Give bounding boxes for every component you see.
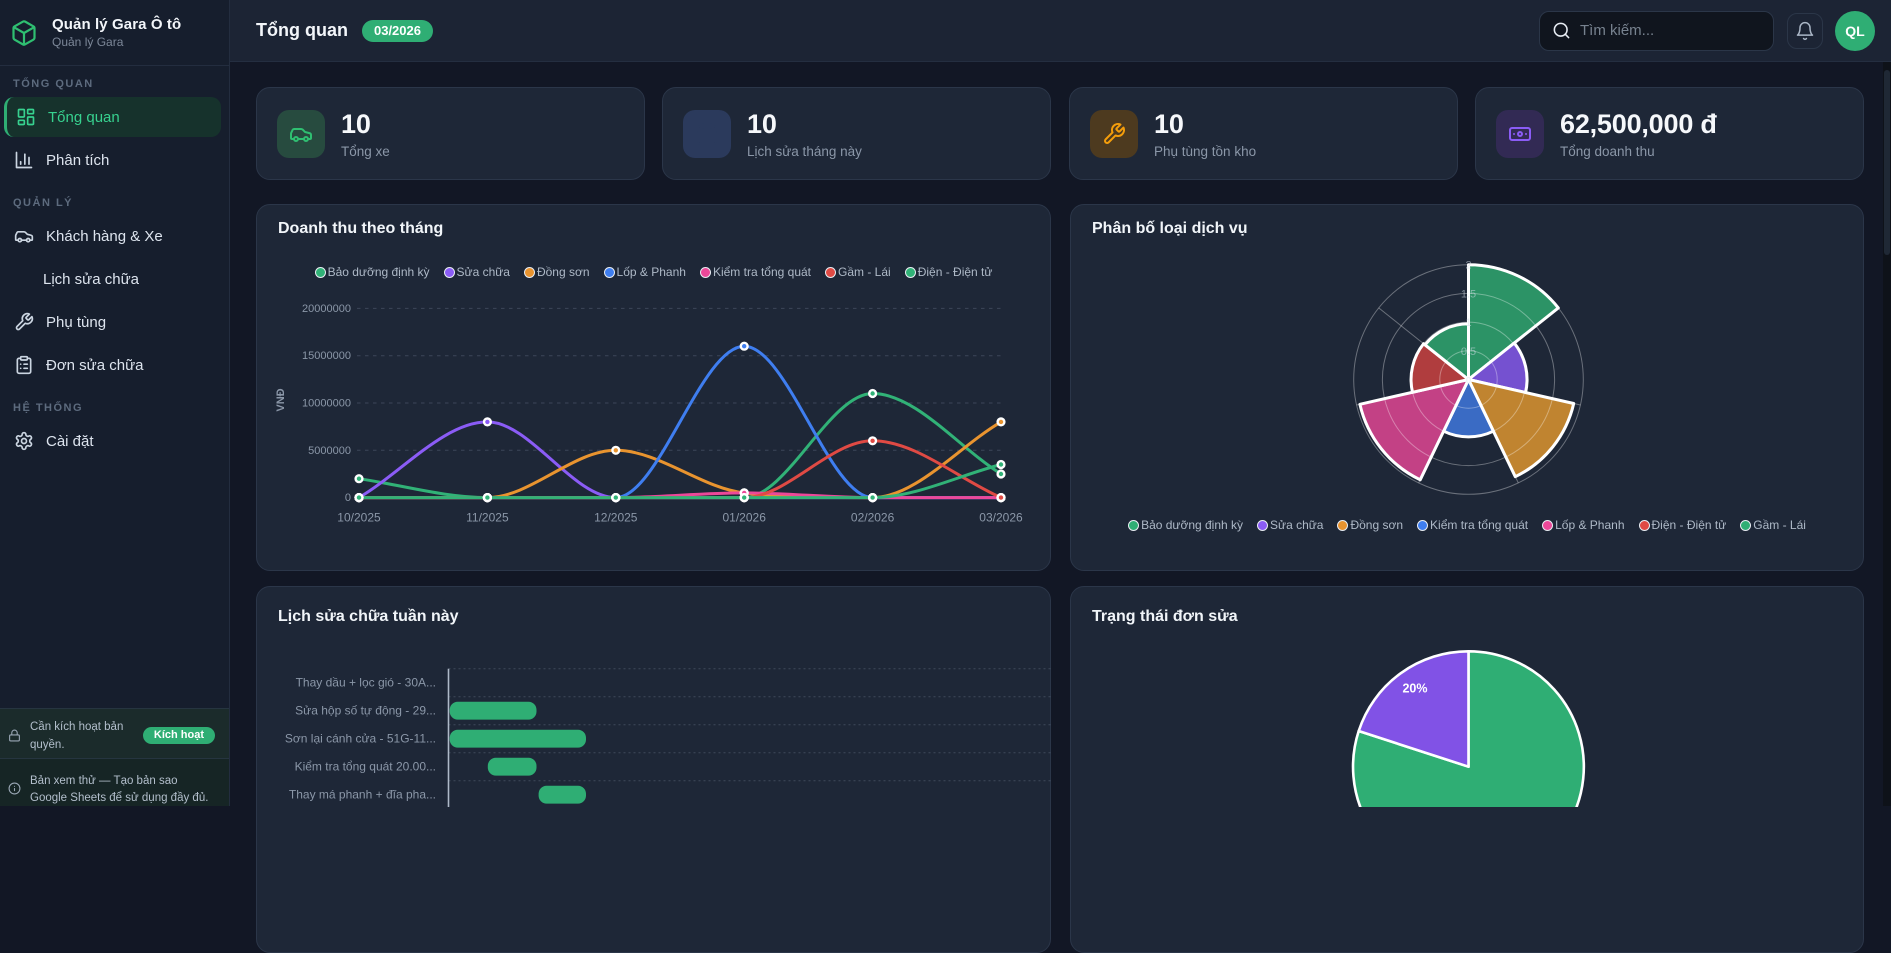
svg-text:10/2025: 10/2025 — [337, 511, 381, 525]
svg-text:1: 1 — [1465, 317, 1471, 329]
svg-text:Thay dầu + lọc gió - 30A...: Thay dầu + lọc gió - 30A... — [296, 676, 436, 690]
svg-text:VNĐ: VNĐ — [275, 388, 287, 411]
svg-text:1.5: 1.5 — [1461, 288, 1476, 300]
svg-text:Sơn lại cánh cửa - 51G-11...: Sơn lại cánh cửa - 51G-11... — [285, 732, 436, 746]
svg-text:11/2025: 11/2025 — [466, 511, 509, 525]
svg-text:20%: 20% — [1402, 682, 1427, 696]
svg-text:0: 0 — [345, 492, 351, 504]
svg-text:20000000: 20000000 — [302, 303, 351, 315]
svg-text:Sửa hộp số tự động - 29...: Sửa hộp số tự động - 29... — [295, 704, 436, 718]
svg-text:12/2025: 12/2025 — [594, 511, 638, 525]
svg-text:03/2026: 03/2026 — [979, 511, 1023, 525]
svg-text:2: 2 — [1465, 260, 1471, 272]
svg-text:5000000: 5000000 — [308, 445, 351, 457]
svg-text:15000000: 15000000 — [302, 350, 351, 362]
svg-text:10000000: 10000000 — [302, 398, 351, 410]
svg-text:02/2026: 02/2026 — [851, 511, 895, 525]
svg-text:Kiểm tra tổng quát 20.00...: Kiểm tra tổng quát 20.00... — [295, 760, 436, 774]
svg-text:01/2026: 01/2026 — [723, 511, 767, 525]
svg-text:Thay má phanh + đĩa pha...: Thay má phanh + đĩa pha... — [289, 788, 436, 802]
svg-text:0: 0 — [1466, 376, 1471, 386]
svg-text:0.5: 0.5 — [1461, 346, 1476, 358]
